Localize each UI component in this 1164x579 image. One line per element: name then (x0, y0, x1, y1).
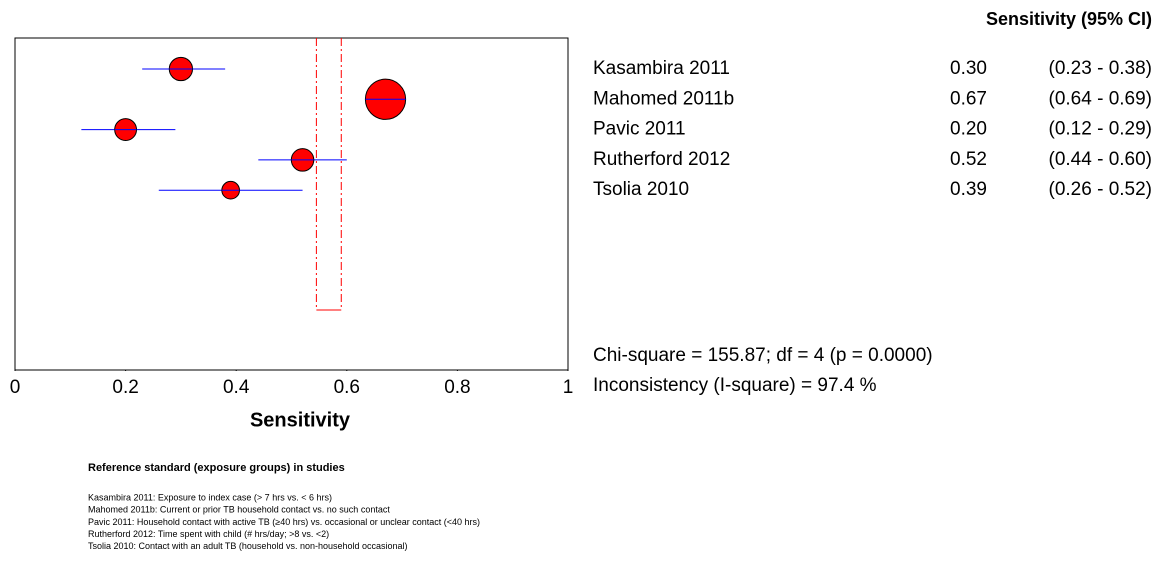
ci-label: (0.23 - 0.38) (1049, 58, 1153, 79)
note: Rutherford 2012: Time spent with child (… (88, 529, 329, 539)
x-tick-label: 0.8 (444, 377, 470, 398)
study-name: Mahomed 2011b (593, 88, 734, 109)
x-tick-label: 0.6 (334, 377, 360, 398)
ci-label: (0.26 - 0.52) (1049, 179, 1153, 200)
statistic: Inconsistency (I-square) = 97.4 % (593, 375, 877, 396)
note: Pavic 2011: Household contact with activ… (88, 517, 480, 527)
x-tick-label: 0.4 (223, 377, 250, 398)
ci-label: (0.12 - 0.29) (1049, 119, 1153, 140)
ci-label: (0.44 - 0.60) (1049, 149, 1153, 170)
study-name: Kasambira 2011 (593, 58, 730, 79)
note: Kasambira 2011: Exposure to index case (… (88, 492, 332, 502)
value-label: 0.67 (950, 88, 987, 109)
x-axis-label: Sensitivity (250, 409, 351, 431)
value-label: 0.30 (950, 58, 987, 79)
column-title: Sensitivity (95% CI) (986, 9, 1152, 29)
value-label: 0.39 (950, 179, 987, 200)
statistic: Chi-square = 155.87; df = 4 (p = 0.0000) (593, 345, 933, 366)
study-name: Pavic 2011 (593, 119, 686, 140)
value-label: 0.20 (950, 119, 987, 140)
plot-frame (14, 37, 569, 371)
note: Mahomed 2011b: Current or prior TB house… (88, 505, 390, 515)
note: Tsolia 2010: Contact with an adult TB (h… (88, 541, 408, 551)
study-name: Tsolia 2010 (593, 179, 689, 200)
x-tick-label: 1 (563, 377, 574, 398)
x-tick-label: 0.2 (112, 377, 138, 398)
value-label: 0.52 (950, 149, 987, 170)
x-tick-label: 0 (10, 377, 21, 398)
study-name: Rutherford 2012 (593, 149, 730, 170)
ci-label: (0.64 - 0.69) (1049, 88, 1153, 109)
notes-title: Reference standard (exposure groups) in … (88, 462, 345, 474)
